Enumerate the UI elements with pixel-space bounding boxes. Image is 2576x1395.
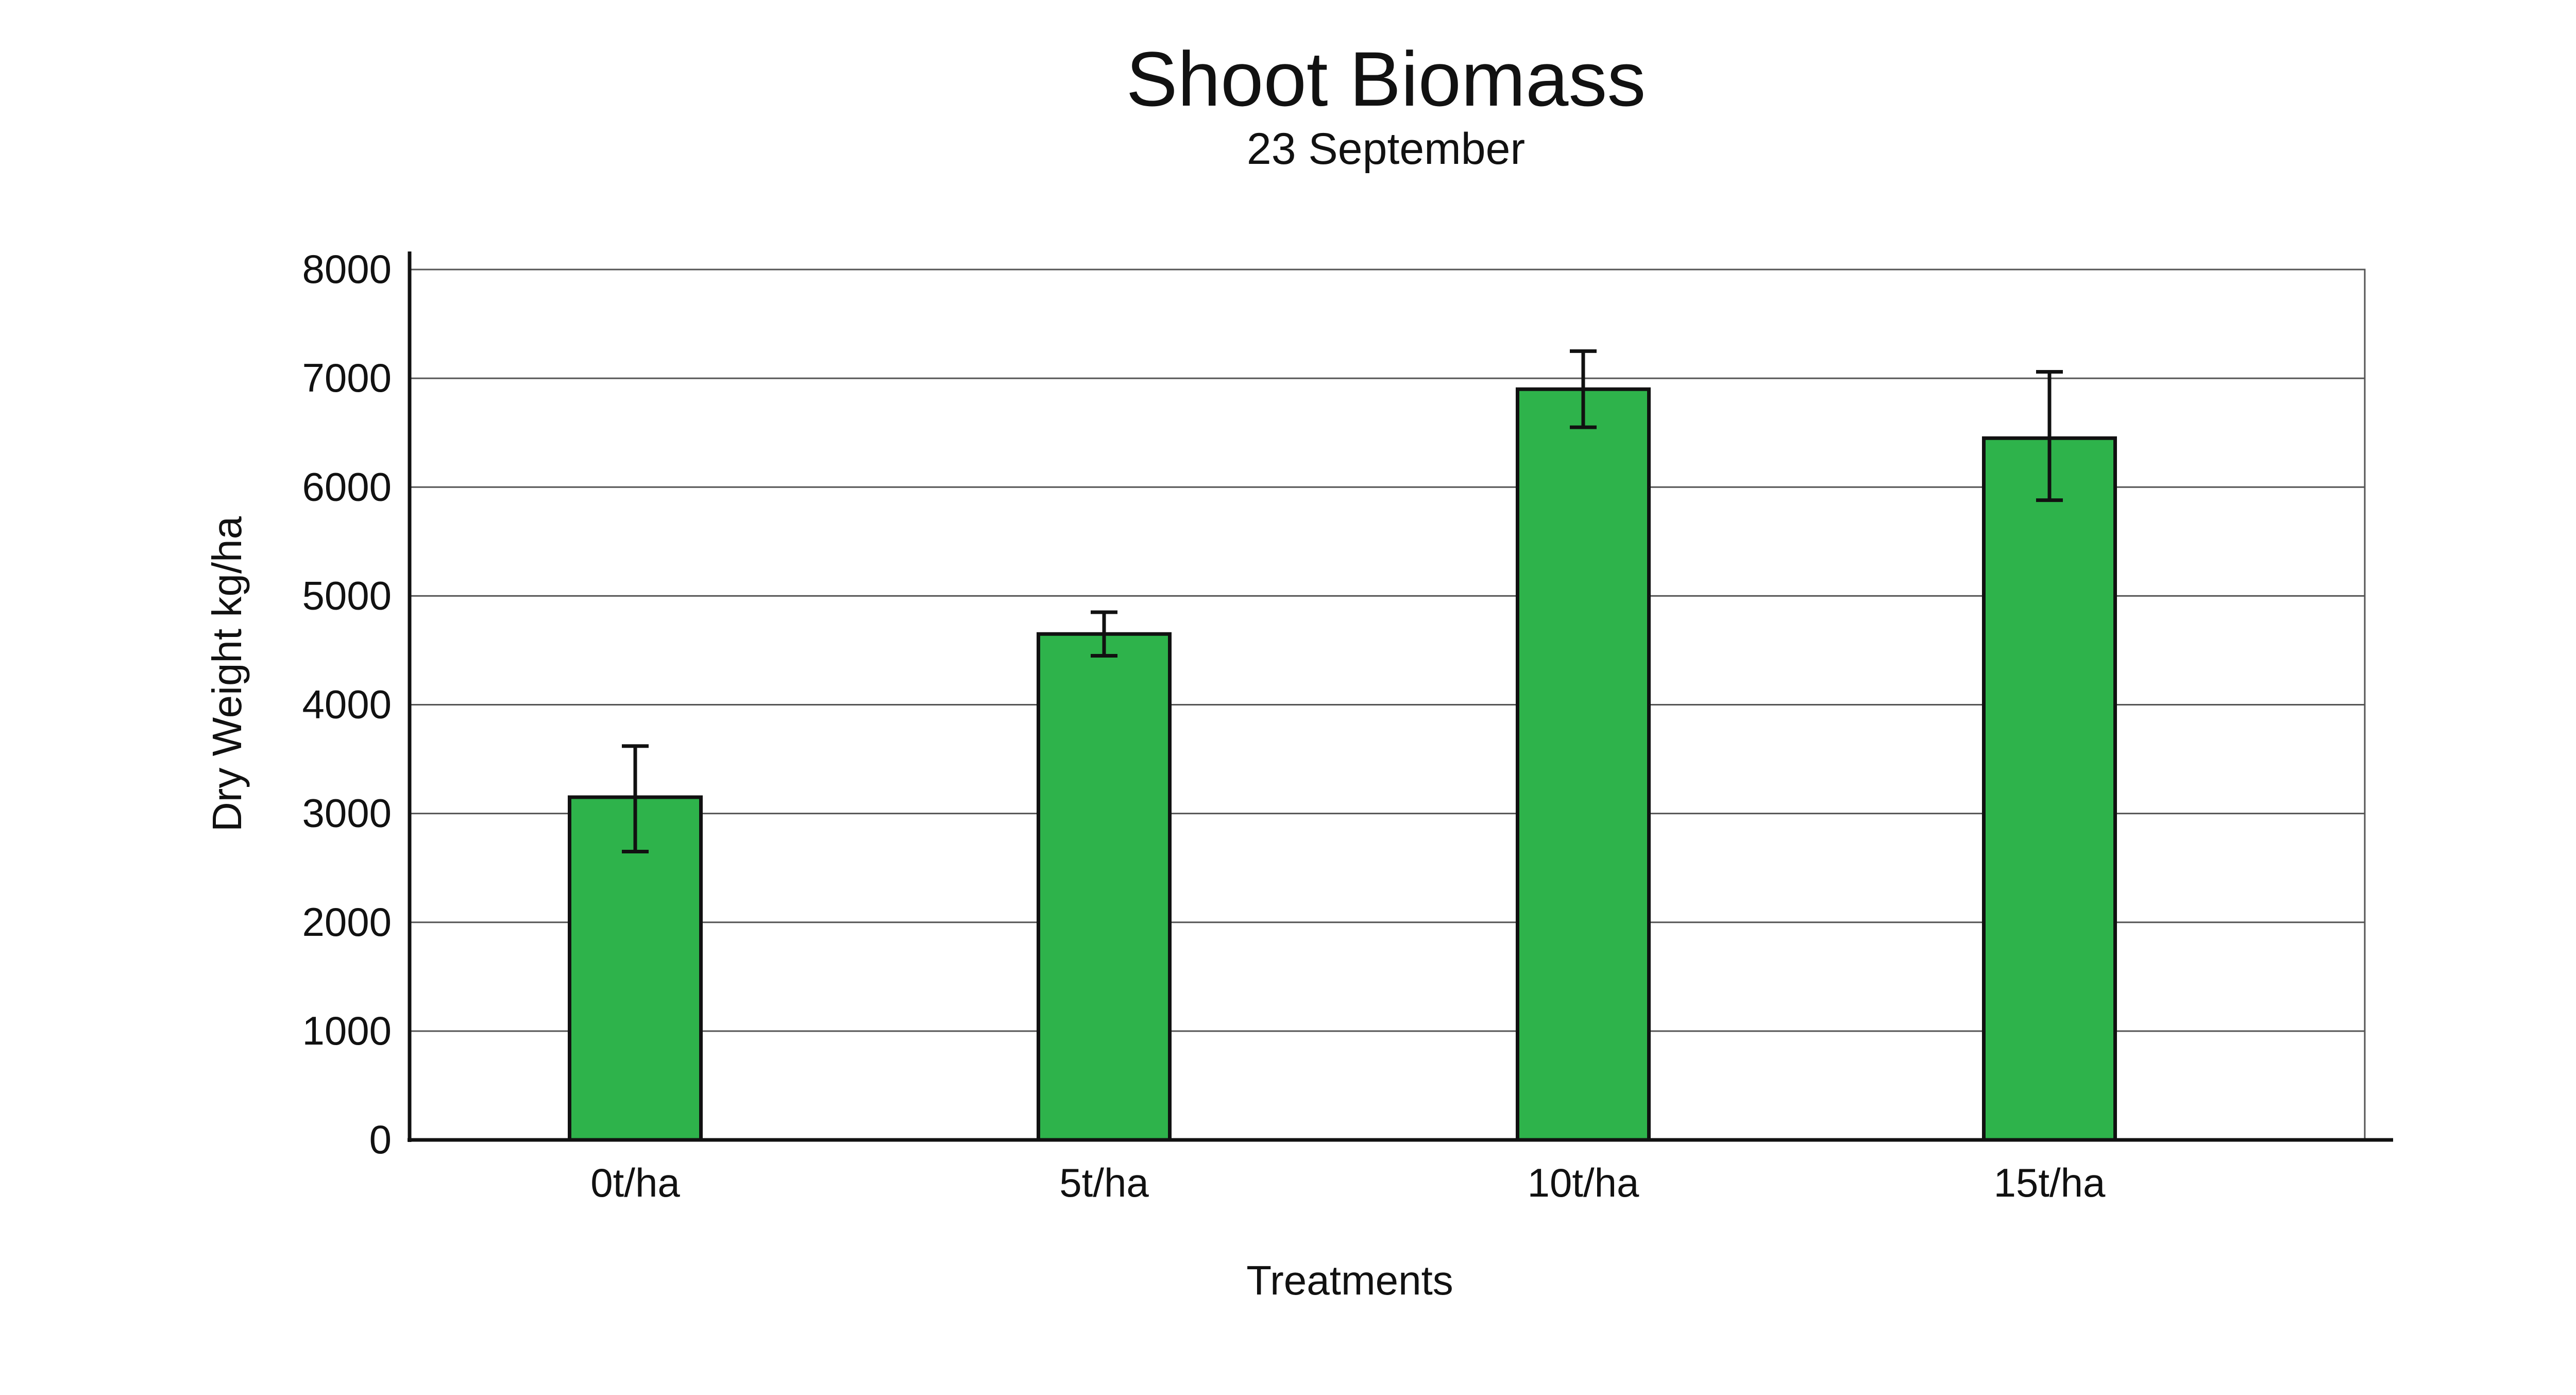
y-tick-labels: 0 1000 2000 3000 4000 5000 6000 7000 8000 bbox=[302, 246, 392, 1162]
y-tick-label-4000: 4000 bbox=[302, 682, 392, 727]
x-tick-label-0t-ha: 0t/ha bbox=[590, 1160, 680, 1205]
bar-15t-ha bbox=[1982, 436, 2117, 1142]
x-axis-title: Treatments bbox=[1246, 1257, 1453, 1303]
axes bbox=[408, 251, 2393, 1142]
chart-subtitle: 23 September bbox=[1247, 124, 1525, 174]
bar-5t-ha bbox=[1037, 632, 1172, 1142]
y-tick-label-6000: 6000 bbox=[302, 464, 392, 509]
y-tick-label-3000: 3000 bbox=[302, 791, 392, 836]
error-bars-group bbox=[622, 349, 2063, 854]
x-tick-label-5t-ha: 5t/ha bbox=[1059, 1160, 1149, 1205]
y-tick-label-0: 0 bbox=[369, 1117, 392, 1162]
bars-group bbox=[568, 387, 2117, 1142]
y-tick-label-7000: 7000 bbox=[302, 355, 392, 400]
x-tick-label-10t-ha: 10t/ha bbox=[1528, 1160, 1639, 1205]
y-tick-label-8000: 8000 bbox=[302, 246, 392, 292]
y-tick-label-2000: 2000 bbox=[302, 899, 392, 945]
y-axis-title: Dry Weight kg/ha bbox=[204, 516, 250, 832]
bar-10t-ha bbox=[1516, 387, 1651, 1142]
y-tick-label-1000: 1000 bbox=[302, 1008, 392, 1053]
x-tick-label-15t-ha: 15t/ha bbox=[1994, 1160, 2106, 1205]
y-tick-label-5000: 5000 bbox=[302, 573, 392, 618]
chart-title: Shoot Biomass bbox=[1126, 36, 1646, 122]
x-tick-labels: 0t/ha 5t/ha 10t/ha 15t/ha bbox=[590, 1160, 2106, 1205]
